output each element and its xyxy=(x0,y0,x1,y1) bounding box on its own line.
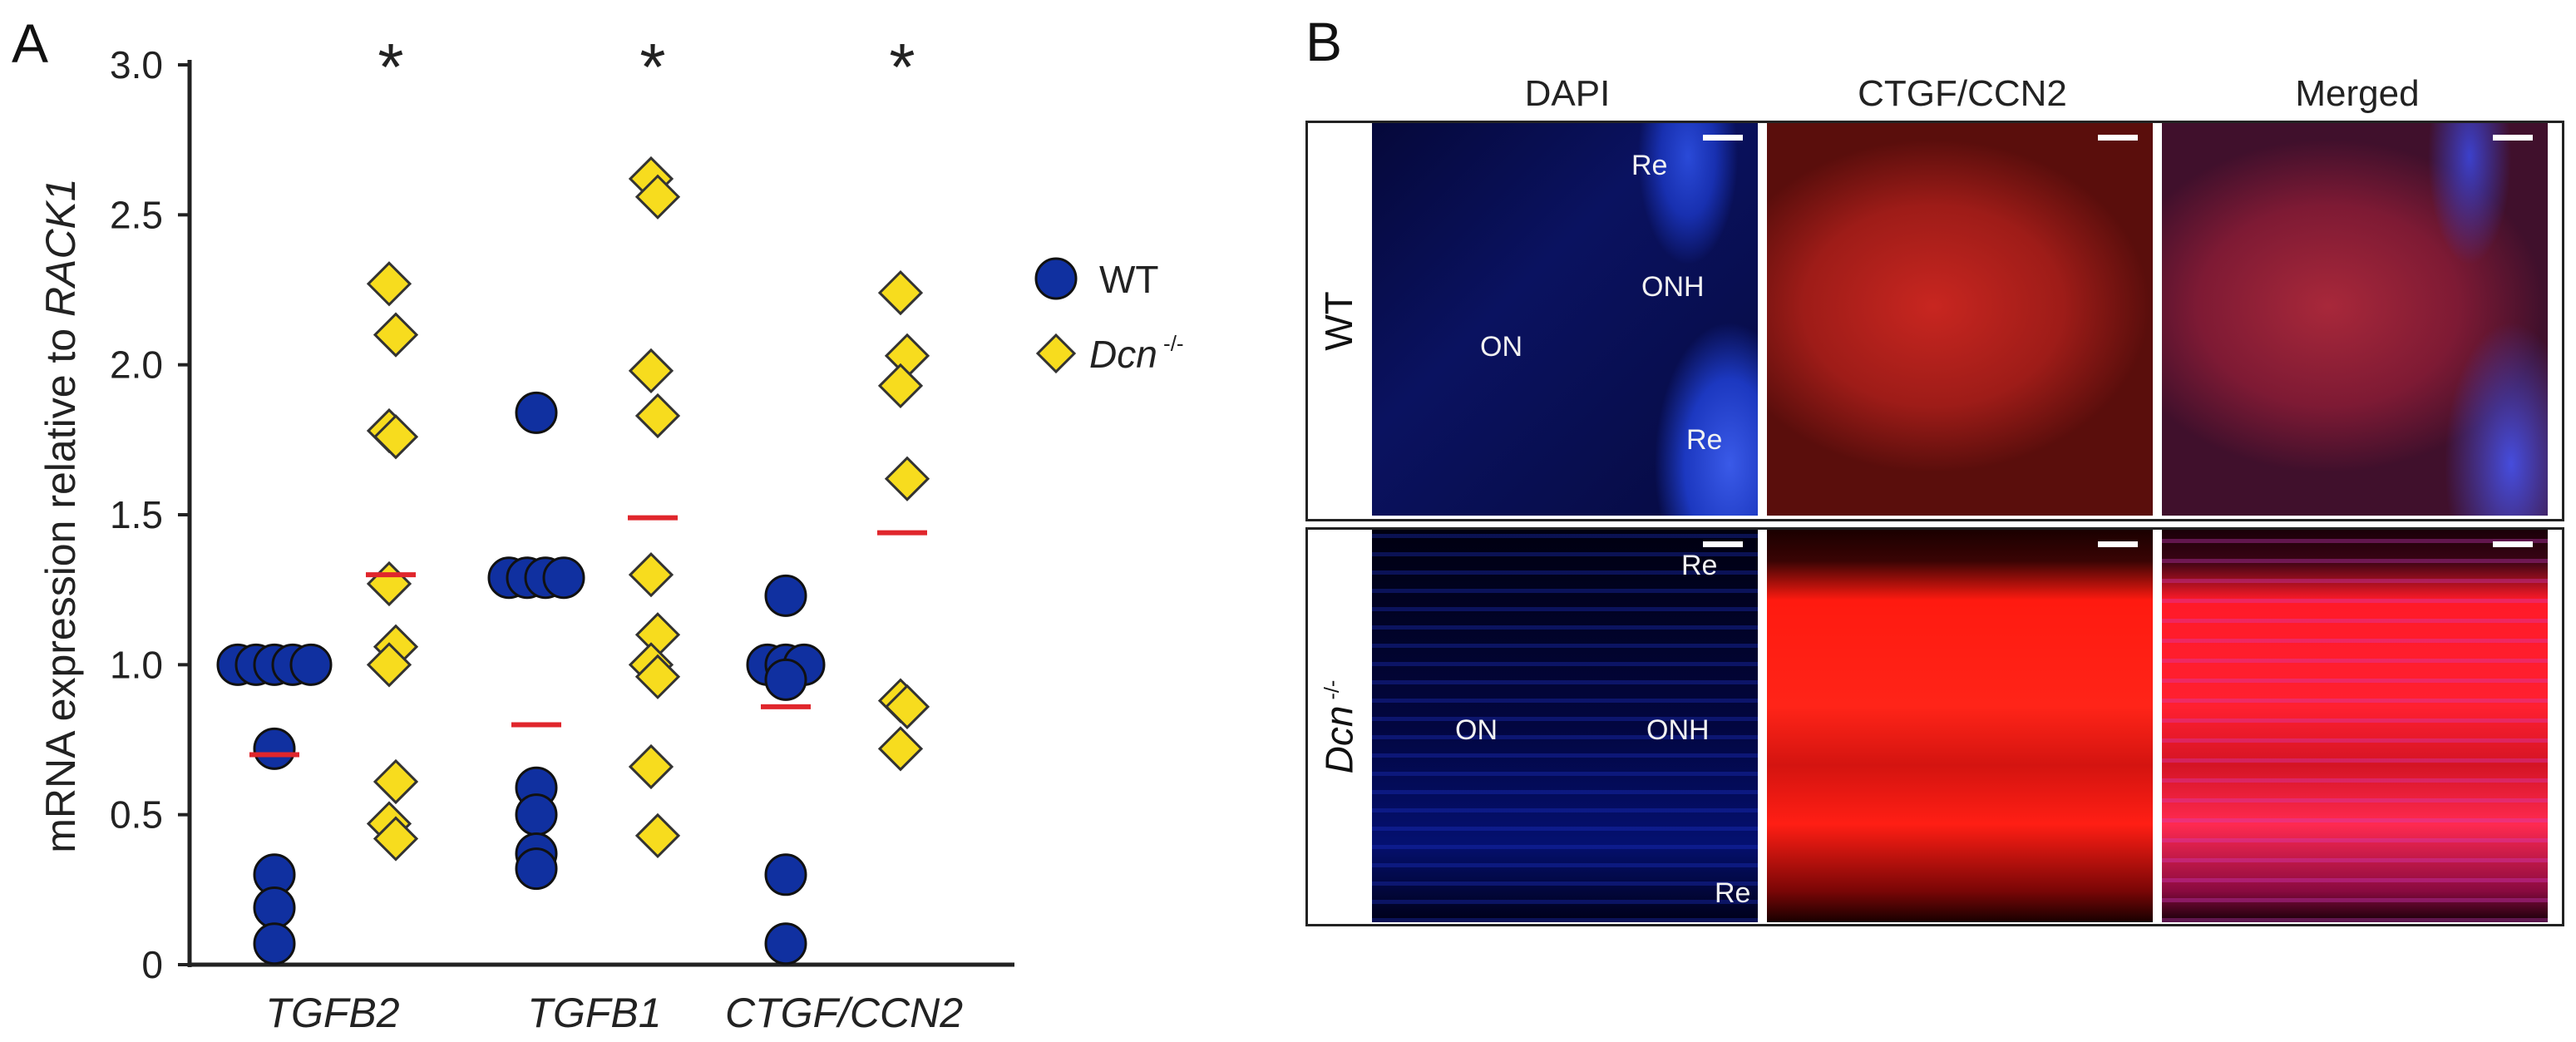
legend-dcn-text: Dcn xyxy=(1089,333,1157,376)
significance-star: * xyxy=(378,30,403,104)
dcn-data-point xyxy=(628,348,674,394)
scale-bar xyxy=(1703,135,1743,141)
dcn-data-point xyxy=(366,561,412,607)
dcn-data-point xyxy=(884,684,930,729)
wt-data-point xyxy=(515,847,558,891)
x-category-label: TGFB2 xyxy=(265,990,399,1036)
image-wt-dapi: Re ONH ON Re xyxy=(1372,123,1758,516)
image-dcn-ctgf xyxy=(1767,530,2153,922)
column-header-merged: Merged xyxy=(2295,73,2420,114)
dcn-data-point xyxy=(373,414,419,460)
image-dcn-merged xyxy=(2162,530,2548,922)
wt-data-point xyxy=(542,556,585,600)
column-header-dapi: DAPI xyxy=(1524,73,1611,114)
dcn-data-point xyxy=(628,743,674,790)
label-re: Re xyxy=(1681,550,1718,581)
legend-dcn-label: Dcn -/- xyxy=(1089,331,1184,376)
legend-dcn-marker xyxy=(1035,333,1077,374)
wt-data-point xyxy=(764,574,807,617)
image-wt-ctgf xyxy=(1767,123,2153,516)
dcn-data-point xyxy=(634,812,681,859)
row-label-dcn: Dcn -/- xyxy=(1305,527,1372,926)
y-tick-label: 3.0 xyxy=(110,43,163,86)
legend-wt-marker xyxy=(1034,257,1078,300)
scale-bar xyxy=(2493,541,2533,547)
scale-bar xyxy=(2493,135,2533,141)
dcn-data-point xyxy=(366,261,412,307)
row-label-wt: WT xyxy=(1305,121,1372,521)
image-wt-merged xyxy=(2162,123,2548,516)
y-tick-label: 0.5 xyxy=(110,793,163,837)
dcn-data-point xyxy=(366,642,412,688)
row-label-dcn-text: Dcn xyxy=(1317,705,1360,774)
significance-star: * xyxy=(639,30,665,104)
dot-plot: A 0 0.5 1.0 1.5 2.0 2.5 3.0 mRNA expression rela… xyxy=(12,12,1184,1036)
x-category-label: CTGF/CCN2 xyxy=(725,990,963,1036)
row-label-dcn-superscript: -/- xyxy=(1320,679,1344,706)
panel-b-letter: B xyxy=(1305,11,1343,72)
dcn-data-point xyxy=(373,816,419,862)
scale-bar xyxy=(1703,541,1743,547)
dcn-data-point xyxy=(884,456,930,501)
label-re: Re xyxy=(1631,150,1668,181)
legend-dcn-superscript: -/- xyxy=(1157,331,1184,356)
dcn-data-point xyxy=(877,363,924,409)
dcn-data-point xyxy=(634,174,681,220)
y-axis-label-text: mRNA expression relative to xyxy=(37,317,84,853)
y-tick-label: 1.5 xyxy=(110,493,163,536)
panel-a-letter: A xyxy=(12,12,48,74)
dcn-data-point xyxy=(877,269,924,316)
wt-data-point xyxy=(764,922,807,965)
wt-data-point xyxy=(515,793,558,837)
wt-data-point xyxy=(515,391,558,434)
significance-star: * xyxy=(889,30,915,104)
y-tick-label: 2.0 xyxy=(110,343,163,387)
wt-data-point xyxy=(764,658,807,701)
wt-data-point xyxy=(253,727,296,770)
x-category-label: TGFB1 xyxy=(527,990,661,1036)
row-label-wt-text: WT xyxy=(1316,291,1360,351)
dcn-data-point xyxy=(628,552,674,598)
scale-bar xyxy=(2098,135,2138,141)
wt-data-point xyxy=(253,886,296,929)
label-re: Re xyxy=(1686,424,1723,456)
dcn-data-point xyxy=(634,393,681,439)
column-header-ctgf: CTGF/CCN2 xyxy=(1858,73,2067,114)
wt-data-point xyxy=(764,853,807,896)
label-onh: ONH xyxy=(1641,271,1705,303)
label-on: ON xyxy=(1480,331,1522,363)
label-onh: ONH xyxy=(1646,714,1710,746)
wt-data-point xyxy=(289,643,333,686)
image-dcn-dapi: Re ON ONH Re xyxy=(1372,530,1758,922)
y-tick-label: 1.0 xyxy=(110,643,163,686)
dcn-data-point xyxy=(373,312,419,358)
legend-wt-label: WT xyxy=(1099,258,1159,301)
y-axis-label-gene: RACK1 xyxy=(37,178,84,317)
y-tick-label: 2.5 xyxy=(110,193,163,236)
wt-data-point xyxy=(253,922,296,965)
label-on: ON xyxy=(1455,714,1498,746)
y-tick-label: 0 xyxy=(141,943,163,986)
y-axis-label: mRNA expression relative to RACK1 xyxy=(37,178,84,852)
dcn-data-point xyxy=(634,654,681,699)
label-re: Re xyxy=(1715,877,1751,909)
scale-bar xyxy=(2098,541,2138,547)
dcn-data-point xyxy=(373,758,419,805)
dcn-data-point xyxy=(877,726,924,772)
